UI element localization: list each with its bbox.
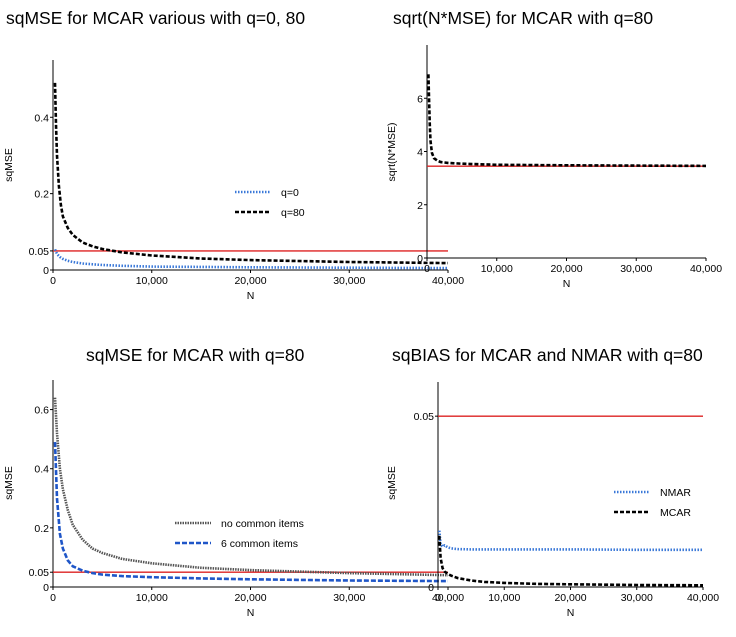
y-tick-label: 6	[417, 93, 423, 105]
x-axis-label: N	[563, 278, 571, 290]
y-tick-label: 0.05	[29, 567, 50, 579]
y-tick-label: 4	[417, 147, 423, 159]
legend-label: MCAR	[660, 507, 691, 519]
x-tick-label: 30,000	[333, 592, 365, 604]
x-axis-label: N	[567, 607, 575, 619]
y-axis-label: sqMSE	[3, 148, 15, 182]
y-tick-label: 0.05	[414, 411, 435, 423]
chart-title: sqMSE for MCAR various with q=0, 80	[6, 8, 306, 28]
x-tick-label: 0	[435, 592, 441, 604]
y-tick-label: 0.2	[34, 523, 49, 535]
series-line	[438, 530, 703, 552]
chart-title: sqrt(N*MSE) for MCAR with q=80	[393, 8, 654, 28]
legend-label: 6 common items	[221, 538, 298, 550]
y-tick-label: 0.2	[34, 189, 49, 201]
series-line	[53, 248, 449, 270]
x-tick-label: 20,000	[234, 592, 266, 604]
chart-title: sqBIAS for MCAR and NMAR with q=80	[392, 345, 703, 365]
x-tick-label: 20,000	[234, 275, 266, 287]
x-tick-label: 40,000	[687, 592, 719, 604]
y-axis-label: sqrt(N*MSE)	[386, 123, 398, 182]
x-tick-label: 20,000	[550, 263, 582, 275]
x-axis-label: N	[247, 290, 255, 302]
x-tick-label: 10,000	[481, 263, 513, 275]
series-line	[438, 535, 704, 587]
y-tick-label: 0	[417, 253, 423, 265]
x-tick-label: 10,000	[136, 275, 168, 287]
chart-title: sqMSE for MCAR with q=80	[86, 345, 305, 365]
x-axis-label: N	[247, 607, 255, 619]
y-tick-label: 0	[428, 582, 434, 594]
y-tick-label: 0.4	[34, 112, 49, 124]
x-tick-label: 0	[424, 263, 430, 275]
legend-label: no common items	[221, 518, 304, 530]
x-tick-label: 40,000	[432, 275, 464, 287]
series-line	[53, 397, 449, 577]
legend-label: q=0	[281, 187, 299, 199]
x-tick-label: 30,000	[333, 275, 365, 287]
series-line	[53, 442, 449, 583]
y-axis-label: sqMSE	[3, 466, 15, 500]
x-tick-label: 10,000	[136, 592, 168, 604]
y-tick-label: 0	[43, 582, 49, 594]
y-tick-label: 0.4	[34, 464, 49, 476]
x-tick-label: 40,000	[432, 592, 464, 604]
series-line	[53, 82, 449, 265]
y-tick-label: 0.6	[34, 405, 49, 417]
x-tick-label: 0	[50, 275, 56, 287]
x-tick-label: 30,000	[621, 592, 653, 604]
series-line	[427, 74, 707, 168]
y-axis-label: sqMSE	[386, 466, 398, 500]
y-tick-label: 2	[417, 200, 423, 212]
legend-label: NMAR	[660, 487, 691, 499]
y-tick-label: 0	[43, 265, 49, 277]
x-tick-label: 30,000	[620, 263, 652, 275]
x-tick-label: 0	[50, 592, 56, 604]
x-tick-label: 10,000	[488, 592, 520, 604]
y-tick-label: 0.05	[29, 246, 50, 258]
x-tick-label: 40,000	[690, 263, 722, 275]
legend-label: q=80	[281, 207, 305, 219]
x-tick-label: 20,000	[554, 592, 586, 604]
